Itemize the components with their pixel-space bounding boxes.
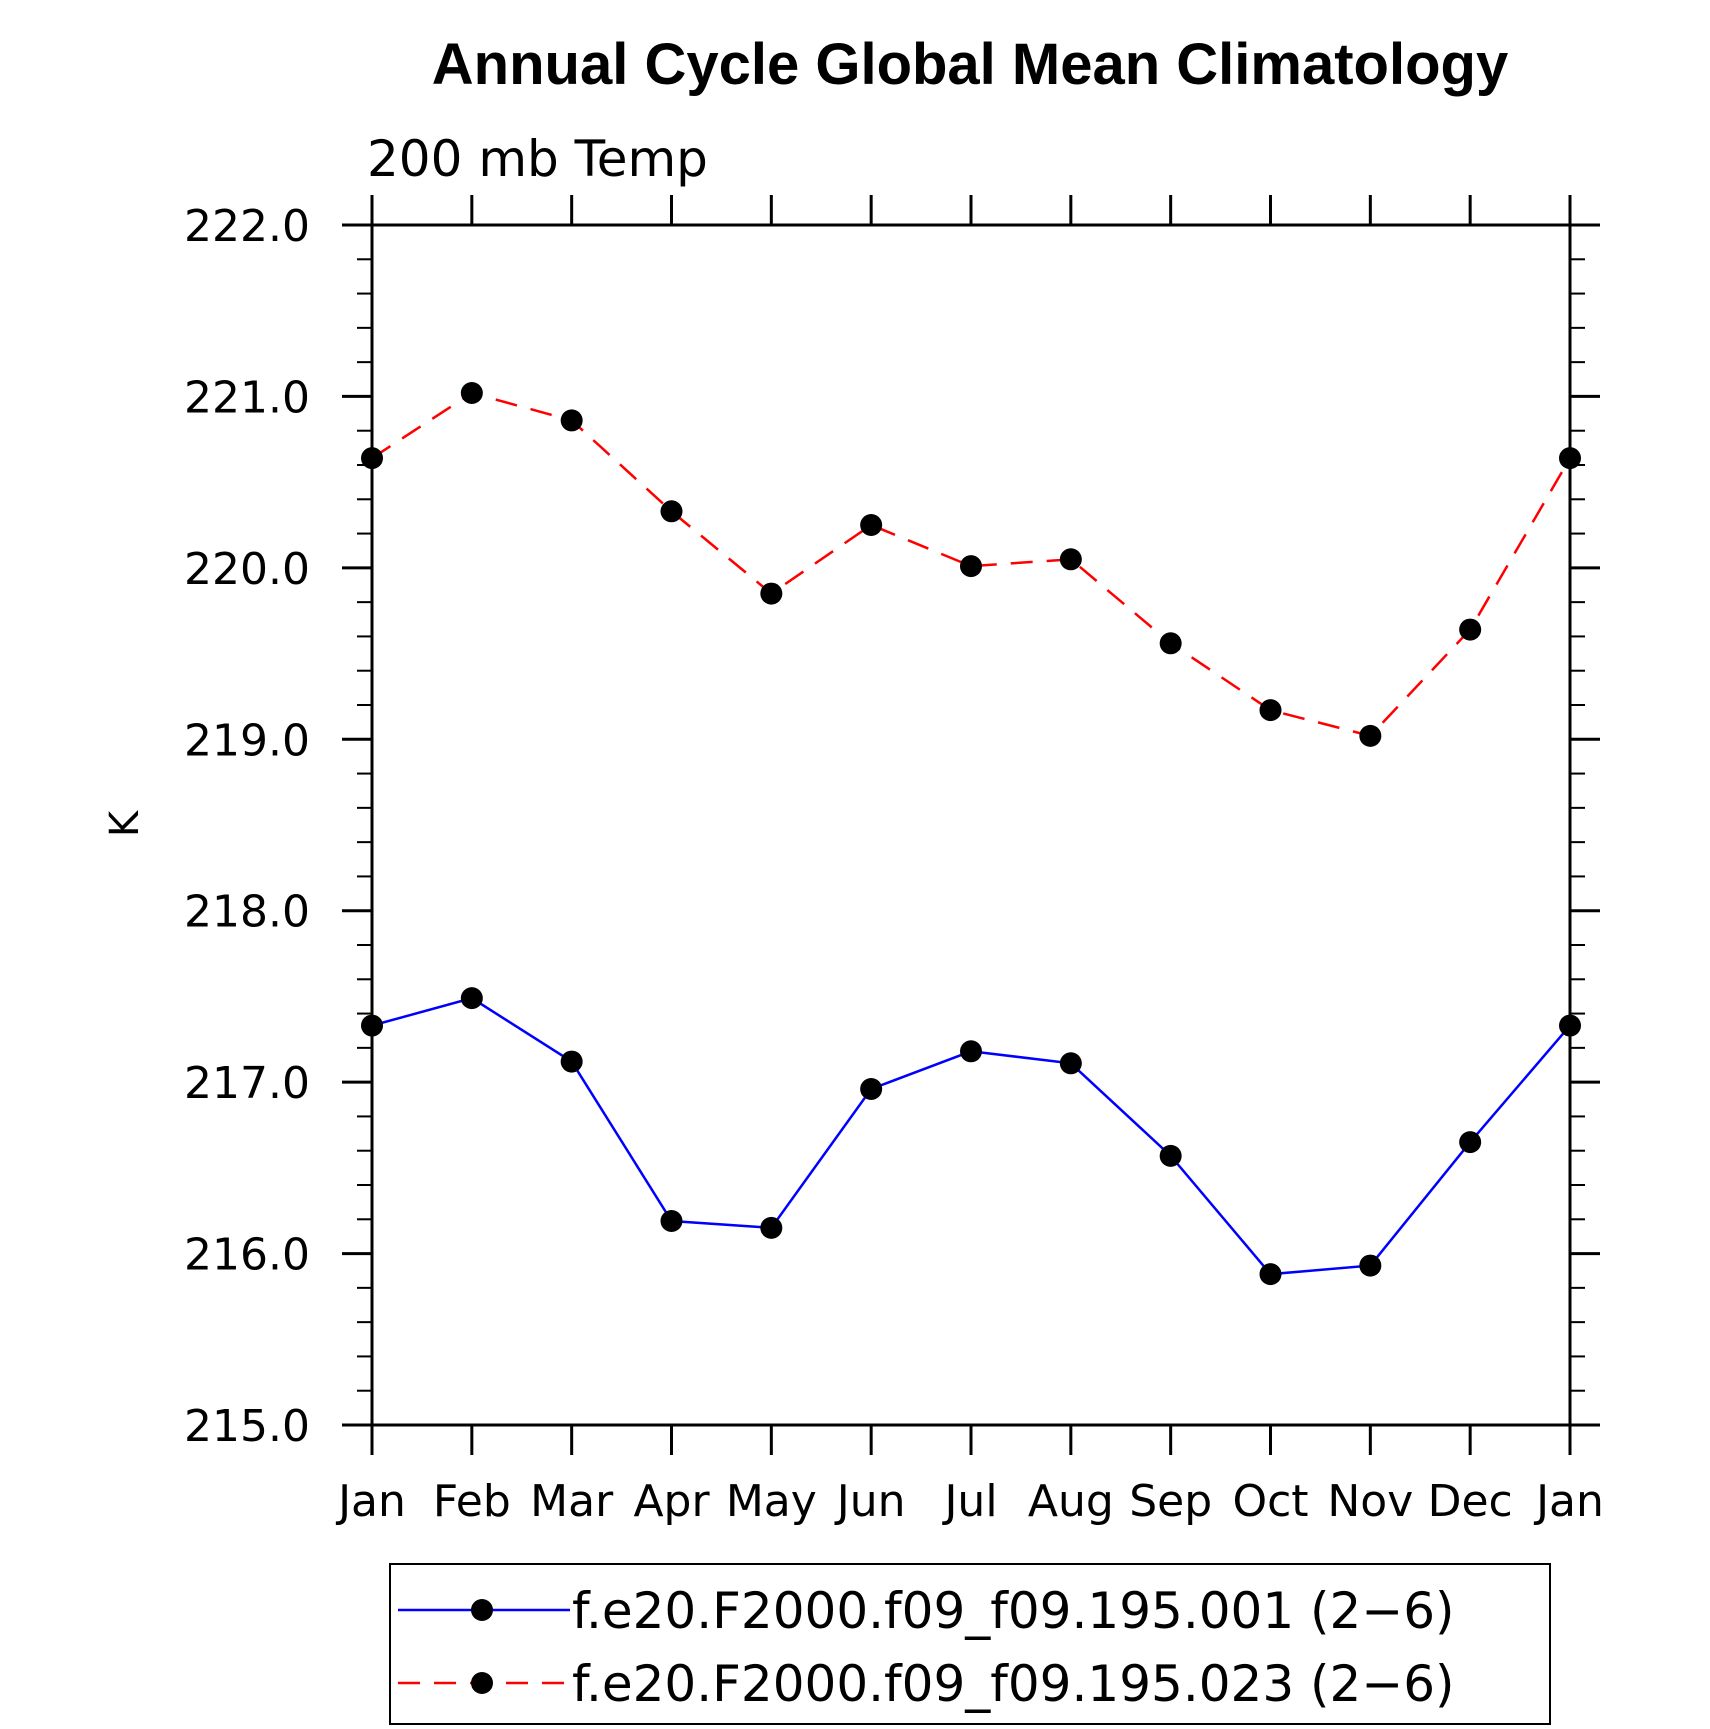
series-1-point [361, 1014, 383, 1037]
plot-frame [370, 223, 1572, 1427]
series-2-point [760, 582, 783, 605]
series-2-point [560, 409, 583, 432]
x-tick-label: Dec [1428, 1476, 1513, 1527]
chart-title: Annual Cycle Global Mean Climatology [432, 32, 1508, 97]
x-tick-label: Jan [335, 1476, 406, 1527]
x-tick-label: Jun [834, 1476, 906, 1527]
series-1-point [460, 987, 483, 1010]
series-2-point [1359, 724, 1382, 747]
x-tick-label: Mar [530, 1476, 614, 1527]
series-2-point [1159, 632, 1182, 655]
series-1-point [960, 1040, 982, 1063]
legend: f.e20.F2000.f09_f09.195.001 (2−6) f.e20.F… [389, 1563, 1551, 1725]
series-1-point [1359, 1254, 1382, 1277]
series-1-point [1259, 1263, 1282, 1286]
series-2-point [860, 514, 883, 536]
x-tick-label: Sep [1129, 1476, 1212, 1527]
series-1-point [660, 1210, 683, 1232]
x-tick-label: Jan [1533, 1476, 1604, 1527]
y-tick-label: 217.0 [184, 1058, 310, 1109]
y-tick-label: 215.0 [184, 1401, 310, 1452]
y-ticks: 215.0 216.0 217.0 218.0 219.0 220.0 221.0 222.0 [184, 201, 1600, 1452]
x-tick-label: Oct [1232, 1476, 1308, 1527]
y-tick-label: 222.0 [184, 201, 310, 252]
series-1-point [1059, 1052, 1082, 1075]
series-layer [361, 382, 1581, 1286]
x-ticks: Jan Feb Mar Apr May Jun Jul Aug Sep Oct Nov Dec Jan [335, 195, 1604, 1527]
series-2-point [1059, 548, 1082, 571]
y-tick-label: 219.0 [184, 715, 310, 766]
series-2-point [1559, 447, 1581, 470]
y-tick-label: 216.0 [184, 1230, 310, 1281]
chart-subtitle: 200 mb Temp [367, 130, 708, 188]
series-2-point [361, 447, 383, 470]
legend-label-1: f.e20.F2000.f09_f09.195.001 (2−6) [572, 1582, 1455, 1640]
series-1-point [1559, 1014, 1581, 1037]
legend-label-2: f.e20.F2000.f09_f09.195.023 (2−6) [572, 1655, 1455, 1713]
legend-marker-2 [471, 1672, 493, 1694]
series-1-point [560, 1050, 583, 1073]
series-1-point [860, 1078, 883, 1100]
x-tick-label: Nov [1327, 1476, 1413, 1527]
y-tick-label: 218.0 [184, 887, 310, 938]
legend-entries: f.e20.F2000.f09_f09.195.001 (2−6) f.e20.F… [398, 1582, 1455, 1713]
y-tick-label: 220.0 [184, 544, 310, 595]
series-2-point [460, 382, 483, 404]
y-axis-label: K [102, 809, 148, 837]
series-2-point [1259, 699, 1282, 722]
x-tick-label: Feb [433, 1476, 511, 1527]
x-tick-label: May [726, 1476, 817, 1527]
series-2-point [1459, 618, 1482, 641]
series-1-point [760, 1216, 783, 1239]
y-tick-label: 221.0 [184, 372, 310, 423]
x-tick-label: Apr [633, 1476, 710, 1527]
series-line-1 [371, 996, 1571, 1276]
series-2-point [960, 555, 982, 578]
legend-box [389, 1563, 1551, 1725]
series-1-point [1459, 1131, 1482, 1154]
axes: 215.0 216.0 217.0 218.0 219.0 220.0 221.0 222.0… [184, 195, 1604, 1527]
x-tick-label: Aug [1028, 1476, 1114, 1527]
series-1-point [1159, 1144, 1182, 1167]
series-2-point [660, 500, 683, 523]
legend-marker-1 [471, 1599, 493, 1621]
x-tick-label: Jul [941, 1476, 997, 1527]
